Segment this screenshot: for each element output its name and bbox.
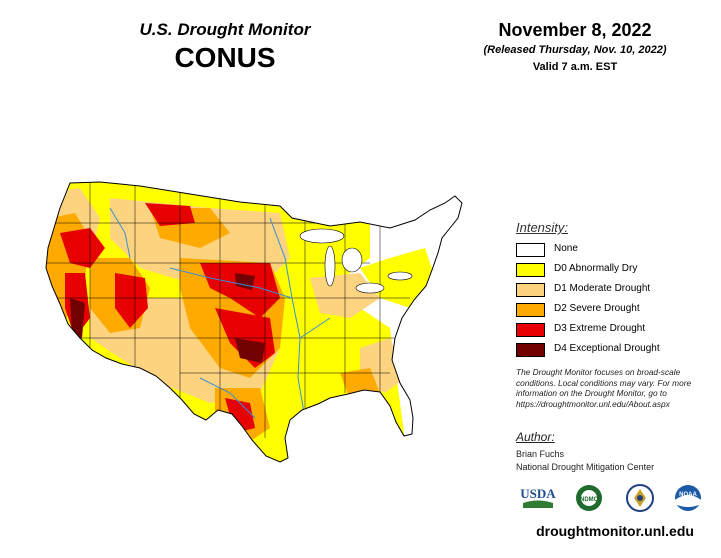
legend-swatch [516, 283, 545, 297]
doc-seal-logo [626, 484, 654, 512]
svg-text:USDA: USDA [520, 486, 556, 501]
noaa-logo: NOAA [675, 485, 701, 511]
legend-swatch [516, 263, 545, 277]
legend-label: D0 Abnormally Dry [554, 263, 638, 274]
map-date: November 8, 2022 [498, 20, 652, 40]
ndmc-logo: NDMC [576, 485, 602, 511]
author-label: Author: [516, 430, 555, 444]
legend-swatch [516, 303, 545, 317]
svg-text:NOAA: NOAA [679, 492, 697, 498]
usda-logo: USDA [520, 486, 556, 508]
author-name: Brian Fuchs [516, 449, 565, 459]
author-organization: National Drought Mitigation Center [516, 462, 655, 472]
website-url[interactable]: droughtmonitor.unl.edu [536, 523, 694, 539]
legend-swatch [516, 243, 545, 257]
release-date: (Released Thursday, Nov. 10, 2022) [483, 44, 667, 56]
legend-label: None [554, 243, 578, 254]
drought-map [45, 181, 463, 463]
svg-text:NDMC: NDMC [580, 497, 599, 503]
legend-label: D2 Severe Drought [554, 303, 640, 314]
legend-swatch [516, 343, 545, 357]
monitor-title: U.S. Drought Monitor [139, 20, 311, 39]
disclaimer-note: The Drought Monitor focuses on broad-sca… [516, 367, 692, 409]
legend-label: D1 Moderate Drought [554, 283, 651, 294]
legend-label: D4 Exceptional Drought [554, 343, 660, 354]
legend-label: D3 Extreme Drought [554, 323, 646, 334]
legend-title: Intensity: [516, 220, 569, 235]
region-title: CONUS [174, 42, 276, 73]
valid-time: Valid 7 a.m. EST [532, 61, 618, 73]
legend-swatch [516, 323, 545, 337]
